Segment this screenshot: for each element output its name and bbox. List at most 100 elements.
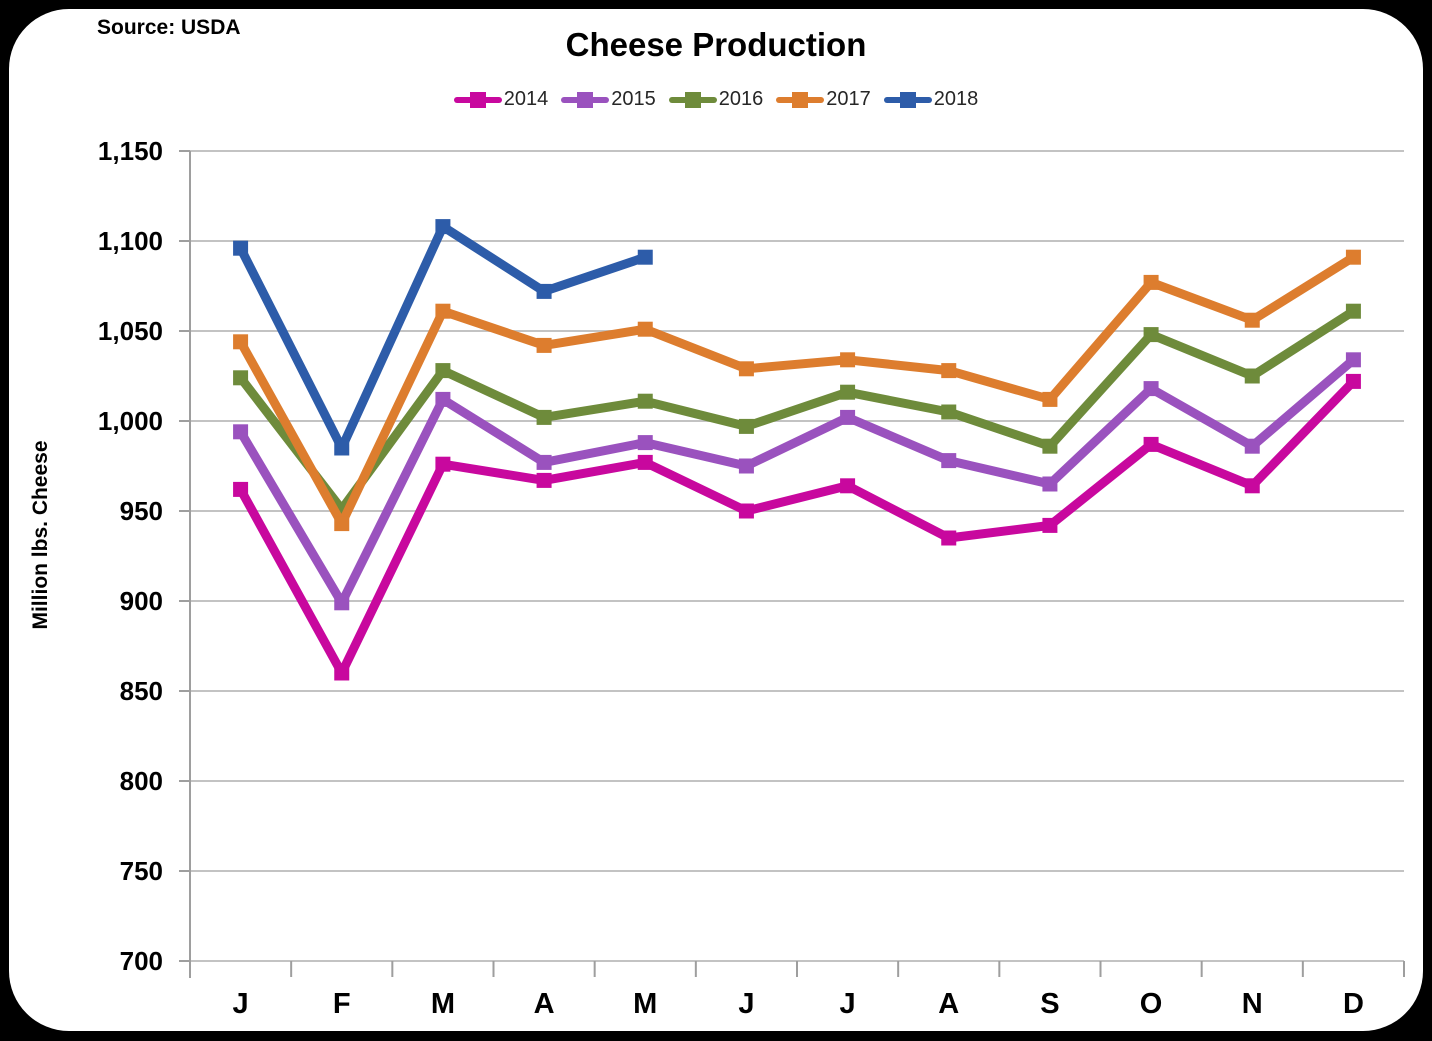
x-tick-label: S — [1040, 988, 1059, 1020]
series-line-2014 — [236, 376, 1358, 678]
data-point-marker — [1143, 381, 1159, 397]
y-tick-label: 700 — [120, 946, 163, 976]
legend-item-2017: 2017 — [776, 88, 871, 111]
data-point-marker — [334, 440, 350, 456]
legend-square — [899, 91, 916, 108]
x-tick-label: N — [1242, 988, 1263, 1020]
data-point-marker — [941, 453, 957, 469]
legend-label: 2017 — [826, 88, 871, 110]
legend-item-2018: 2018 — [883, 88, 979, 111]
series-markers-2017 — [233, 249, 1361, 532]
data-point-marker — [233, 370, 249, 386]
data-point-marker — [840, 409, 856, 425]
data-point-marker — [536, 337, 552, 353]
data-point-marker — [435, 219, 451, 235]
data-point-marker — [1244, 312, 1260, 328]
series-markers-2015 — [233, 352, 1361, 611]
legend-marker-icon — [561, 91, 610, 108]
data-point-marker — [233, 424, 249, 440]
y-tick-label: 1,100 — [98, 226, 163, 256]
x-tick-label: J — [738, 988, 754, 1020]
data-point-marker — [1143, 436, 1159, 452]
data-point-marker — [435, 363, 451, 379]
y-tick-label: 950 — [120, 496, 163, 526]
x-tick-label: J — [840, 988, 856, 1020]
y-tick-label: 900 — [120, 586, 163, 616]
legend-square — [684, 91, 701, 108]
series-line-2015 — [236, 355, 1358, 608]
data-point-marker — [738, 361, 754, 377]
data-point-marker — [536, 454, 552, 470]
y-tick-label: 1,050 — [98, 316, 163, 346]
data-point-marker — [1042, 391, 1058, 407]
legend-label: 2015 — [611, 88, 656, 110]
legend-item-2016: 2016 — [668, 88, 764, 111]
y-tick-label: 750 — [120, 856, 163, 886]
legend-marker-icon — [453, 91, 502, 108]
y-tick-label: 850 — [120, 676, 163, 706]
data-point-marker — [840, 352, 856, 368]
data-point-marker — [840, 384, 856, 400]
data-point-marker — [536, 409, 552, 425]
legend-label: 2014 — [503, 88, 549, 110]
data-point-marker — [233, 481, 249, 497]
legend-marker-icon — [668, 91, 717, 108]
data-point-marker — [1345, 373, 1361, 389]
series-line-2017 — [236, 252, 1358, 529]
data-point-marker — [637, 435, 653, 451]
data-point-marker — [1345, 249, 1361, 265]
data-point-marker — [1244, 438, 1260, 454]
y-tick-label: 1,150 — [98, 136, 163, 166]
legend-marker-icon — [883, 91, 932, 108]
data-point-marker — [233, 334, 249, 350]
data-point-marker — [941, 404, 957, 420]
x-tick-label: A — [534, 988, 555, 1020]
data-point-marker — [536, 472, 552, 488]
legend-label: 2016 — [718, 88, 764, 110]
data-point-marker — [1244, 478, 1260, 494]
legend-label: 2018 — [933, 88, 979, 110]
series-line-2016 — [236, 306, 1358, 514]
data-point-marker — [435, 303, 451, 319]
data-point-marker — [738, 458, 754, 474]
x-tick-label: O — [1140, 988, 1163, 1020]
gridlines — [190, 150, 1404, 962]
data-point-marker — [1143, 274, 1159, 290]
data-point-marker — [941, 530, 957, 546]
legend-item-2015: 2015 — [561, 88, 656, 111]
x-tick-label: J — [233, 988, 249, 1020]
data-point-marker — [1042, 438, 1058, 454]
data-point-marker — [334, 665, 350, 681]
data-point-marker — [637, 249, 653, 265]
series-group — [233, 219, 1361, 681]
data-point-marker — [334, 595, 350, 611]
x-tick-label: M — [431, 988, 455, 1020]
legend-square — [792, 91, 809, 108]
data-point-marker — [738, 503, 754, 519]
legend: 2014 2015 2016 2017 2018 — [0, 88, 1432, 111]
series-markers-2018 — [233, 219, 653, 456]
series-markers-2014 — [233, 373, 1361, 681]
axes — [179, 150, 1405, 978]
x-tick-label: M — [633, 988, 657, 1020]
legend-marker-icon — [776, 91, 825, 108]
data-point-marker — [637, 393, 653, 409]
data-point-marker — [1143, 327, 1159, 343]
data-point-marker — [536, 283, 552, 299]
data-point-marker — [738, 418, 754, 434]
data-point-marker — [1042, 476, 1058, 492]
legend-square — [469, 91, 486, 108]
legend-square — [577, 91, 594, 108]
data-point-marker — [941, 363, 957, 379]
data-point-marker — [1345, 303, 1361, 319]
source-label: Source: USDA — [97, 16, 241, 39]
data-point-marker — [637, 321, 653, 337]
data-point-marker — [435, 391, 451, 407]
legend-item-2014: 2014 — [453, 88, 549, 111]
data-point-marker — [1244, 368, 1260, 384]
y-axis-tick-labels: 700 750 800 850 900 950 1,000 1,050 1,100 1,150 — [98, 136, 163, 976]
data-point-marker — [637, 454, 653, 470]
